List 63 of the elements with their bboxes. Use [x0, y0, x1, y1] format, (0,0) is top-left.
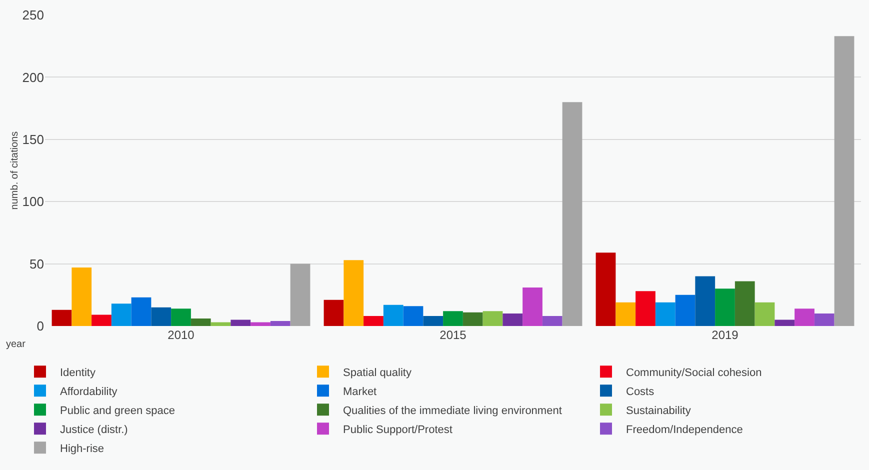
bar	[190, 318, 211, 326]
y-tick-label: 200	[22, 70, 44, 85]
bar	[72, 268, 92, 326]
legend-label: Market	[343, 386, 377, 398]
bar	[151, 307, 172, 326]
legend-label: Qualities of the immediate living environment	[343, 404, 562, 417]
bar	[754, 302, 775, 326]
bar	[210, 322, 231, 326]
bar	[171, 308, 191, 326]
bar	[695, 276, 716, 326]
bar	[482, 311, 503, 326]
x-axis-title: year	[6, 339, 26, 350]
y-tick-label: 250	[22, 8, 44, 23]
legend-label: Community/Social cohesion	[626, 366, 762, 379]
bar	[250, 322, 270, 326]
y-tick-label: 0	[36, 318, 44, 334]
bar	[596, 252, 616, 326]
bar	[636, 291, 656, 326]
bar	[522, 287, 542, 326]
legend-label: Justice (distr.)	[60, 424, 128, 436]
bar	[324, 300, 344, 326]
bar	[443, 311, 463, 326]
bar	[270, 321, 290, 326]
bar	[616, 302, 636, 326]
bar	[52, 310, 72, 326]
x-tick-label: 2019	[712, 328, 739, 342]
bar	[734, 281, 755, 326]
bar	[675, 294, 696, 326]
y-tick-label: 50	[30, 256, 44, 272]
y-tick-label: 150	[22, 132, 44, 147]
bar	[542, 316, 562, 326]
bar	[230, 320, 251, 326]
bar	[403, 306, 424, 326]
legend-label: Costs	[626, 386, 655, 398]
x-tick-label: 2015	[440, 328, 467, 342]
bar	[462, 312, 483, 326]
bar	[111, 304, 132, 326]
bar	[423, 316, 444, 326]
bar	[774, 320, 795, 326]
bar	[715, 288, 735, 326]
legend-label: Public and green space	[60, 404, 175, 417]
legend-label: Spatial quality	[343, 366, 412, 379]
bar	[290, 264, 310, 326]
bar	[344, 260, 364, 326]
y-tick-label: 100	[22, 194, 44, 210]
legend-label: Freedom/Independence	[626, 424, 743, 436]
x-tick-label: 2010	[168, 328, 195, 342]
bar	[92, 314, 112, 326]
legend-label: High-rise	[60, 442, 104, 455]
legend-label: Public Support/Protest	[343, 424, 452, 436]
bar	[383, 304, 404, 326]
legend-label: Affordability	[60, 386, 118, 398]
legend-label: Sustainability	[626, 404, 692, 417]
bar	[131, 297, 152, 326]
bar	[794, 308, 814, 326]
y-axis-title: numb. of citations	[9, 131, 20, 210]
bar	[364, 316, 384, 326]
bar	[814, 314, 834, 326]
bar	[562, 102, 582, 326]
bar	[502, 314, 523, 326]
bar	[834, 36, 854, 326]
legend-label: Identity	[60, 366, 96, 379]
bar	[655, 302, 676, 326]
